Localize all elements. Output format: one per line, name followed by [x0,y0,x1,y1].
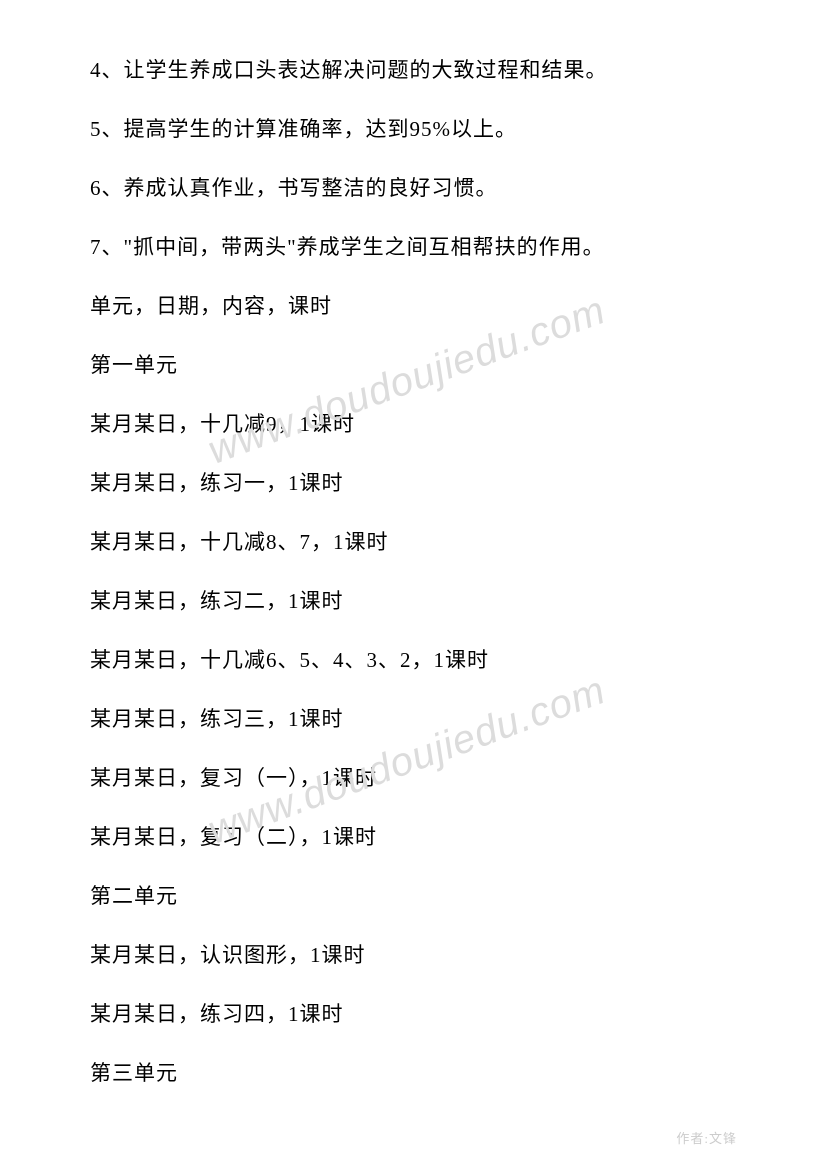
schedule-row: 某月某日，十几减6、5、4、3、2，1课时 [90,650,489,671]
paragraph: 5、提高学生的计算准确率，达到95%以上。 [90,119,517,140]
paragraph: 7、"抓中间，带两头"养成学生之间互相帮扶的作用。 [90,237,605,258]
document-page: 4、让学生养成口头表达解决问题的大致过程和结果。 5、提高学生的计算准确率，达到… [0,0,827,1169]
unit-heading: 第一单元 [90,355,178,376]
unit-heading: 第三单元 [90,1063,178,1084]
schedule-row: 某月某日，练习二，1课时 [90,591,344,612]
schedule-row: 某月某日，复习（一），1课时 [90,768,377,789]
unit-heading: 第二单元 [90,886,178,907]
author-footer: 作者:文锋 [676,1128,737,1147]
paragraph: 6、养成认真作业，书写整洁的良好习惯。 [90,178,498,199]
schedule-row: 某月某日，认识图形，1课时 [90,945,366,966]
schedule-row: 某月某日，练习三，1课时 [90,709,344,730]
schedule-row: 某月某日，十几减9，1课时 [90,414,355,435]
schedule-row: 某月某日，练习四，1课时 [90,1004,344,1025]
paragraph: 4、让学生养成口头表达解决问题的大致过程和结果。 [90,60,608,81]
paragraph: 单元，日期，内容，课时 [90,296,332,317]
schedule-row: 某月某日，十几减8、7，1课时 [90,532,389,553]
schedule-row: 某月某日，练习一，1课时 [90,473,344,494]
schedule-row: 某月某日，复习（二），1课时 [90,827,377,848]
